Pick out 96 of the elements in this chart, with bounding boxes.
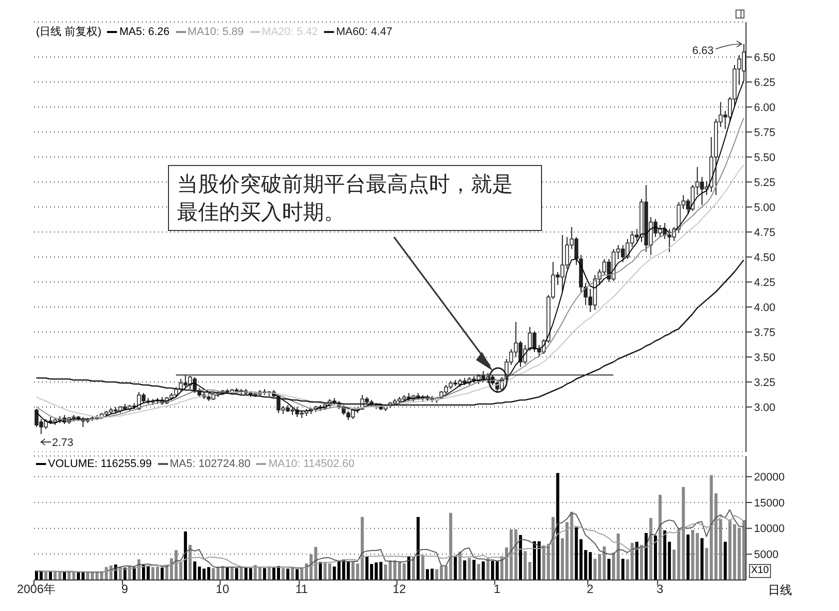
bar: [644, 532, 648, 580]
bar: [556, 473, 560, 580]
bar: [468, 558, 471, 580]
bar: [524, 551, 527, 580]
bar: [742, 520, 746, 580]
bar: [682, 487, 685, 580]
y-tick-label: 6.00: [754, 102, 776, 114]
legend-label: MA5: 6.26: [118, 24, 170, 39]
bar: [477, 564, 480, 580]
legend-label: MA10: 5.89: [186, 24, 244, 39]
bar: [588, 552, 592, 580]
bar: [44, 572, 48, 580]
bar: [482, 561, 485, 580]
y-tick-label: 6.50: [754, 52, 776, 64]
y-tick-label: 3.00: [754, 402, 776, 414]
y-tick-label: 3.25: [754, 376, 776, 389]
bar: [160, 568, 164, 580]
bar: [235, 568, 238, 580]
bar: [635, 542, 638, 580]
legend-label: MA10: 114502.60: [267, 458, 355, 470]
bar: [384, 564, 388, 580]
bar: [654, 536, 657, 580]
bar: [337, 560, 341, 580]
x-tick-label: 9: [121, 582, 128, 596]
bar: [48, 571, 52, 580]
candlestick: [742, 44, 746, 82]
x-tick-label: 10: [216, 582, 230, 596]
bar: [179, 561, 182, 580]
x-tick-label: 2006年: [16, 582, 56, 596]
bar: [518, 535, 522, 580]
bar: [649, 518, 652, 580]
bar: [282, 568, 285, 580]
x-tick-label: 2: [586, 582, 594, 596]
legend-label: MA60: 4.47: [335, 24, 392, 39]
y-tick-label: 5000: [754, 549, 778, 562]
y-tick-label: 5.25: [754, 176, 776, 189]
y-tick-label: 5.75: [754, 126, 776, 139]
bar: [360, 516, 364, 580]
line-series: [36, 164, 744, 418]
y-tick-label: 15000: [754, 497, 785, 510]
bar: [472, 560, 476, 580]
y-tick-label: 4.75: [754, 226, 776, 239]
y-tick-label: 3.50: [754, 352, 776, 364]
bar: [486, 558, 490, 580]
bar: [132, 567, 136, 580]
x-tick-label: 11: [295, 582, 308, 596]
y-tick-label: 4.50: [754, 252, 776, 264]
bar: [318, 562, 322, 580]
y-tick-label: 4.25: [754, 276, 776, 289]
bar: [421, 555, 424, 580]
y-tick-label: 20000: [754, 472, 785, 484]
legend-label: MA5: 102724.80: [168, 458, 250, 470]
text: X10: [749, 564, 771, 578]
bar: [346, 562, 350, 580]
bar: [296, 569, 299, 580]
y-tick-label: 3.75: [754, 326, 776, 339]
text: 日线: [768, 582, 792, 599]
bar: [700, 538, 704, 580]
bar: [290, 568, 294, 580]
bar: [286, 568, 290, 580]
bar: [705, 548, 708, 580]
bar: [54, 572, 57, 580]
y-tick-label: 10000: [754, 523, 785, 536]
bar: [621, 558, 624, 580]
bar: [528, 562, 532, 580]
bar: [184, 531, 187, 580]
chart-title: (日线 前复权): [36, 25, 102, 39]
bar: [454, 556, 457, 580]
bar: [226, 568, 229, 580]
bar: [514, 529, 518, 580]
bar: [724, 542, 727, 580]
x-tick-label: 3: [656, 582, 664, 596]
annotation: 2.73: [52, 437, 74, 449]
x-tick-label: 12: [392, 582, 406, 596]
x-tick-label: 1: [494, 582, 500, 596]
bar: [324, 562, 327, 580]
y-tick-label: 5.50: [754, 152, 776, 164]
annotation: 当股价突破前期平台最高点时，就是最佳的买入时期。: [168, 165, 542, 231]
bar: [696, 532, 699, 580]
bar: [156, 566, 160, 580]
y-tick-label: 6.25: [754, 76, 776, 89]
bar: [398, 562, 402, 580]
bar: [240, 567, 243, 580]
bar: [640, 544, 644, 580]
bar: [463, 560, 466, 580]
legend-label: VOLUME: 116255.99: [47, 458, 152, 470]
bar: [188, 544, 192, 580]
bar: [263, 568, 266, 580]
bar: [658, 494, 662, 580]
bar: [686, 534, 690, 580]
y-tick-label: 4.00: [754, 302, 776, 314]
bar: [416, 516, 420, 580]
bar: [691, 530, 694, 580]
y-tick-label: 5.00: [754, 202, 776, 214]
annotation: 6.63: [692, 45, 714, 57]
bar: [607, 558, 610, 580]
